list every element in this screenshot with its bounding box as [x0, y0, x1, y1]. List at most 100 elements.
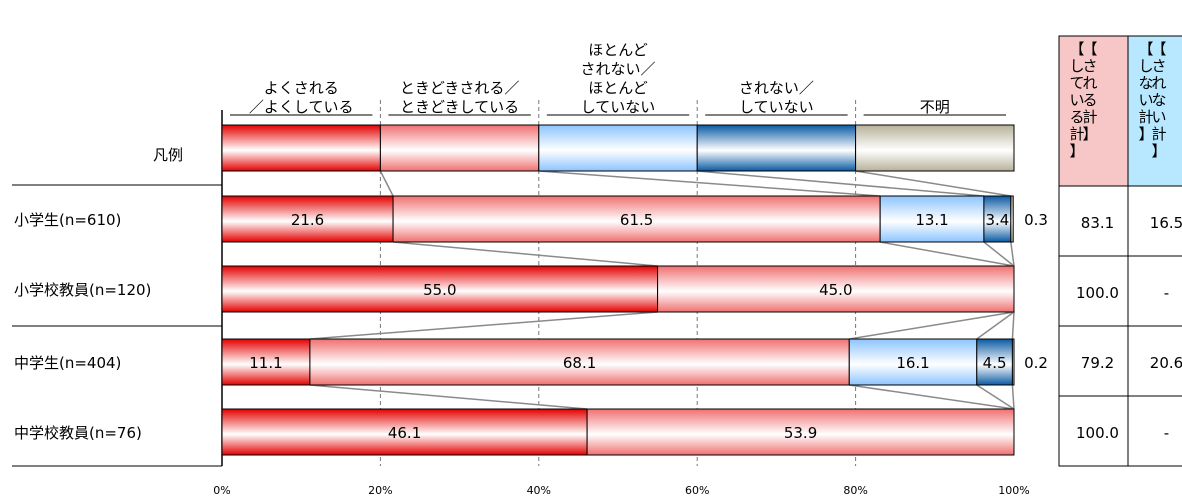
legend-label: されない／ — [580, 60, 655, 78]
connector-line — [538, 170, 881, 197]
summary-header-char: し — [1138, 57, 1153, 75]
legend-label: ときどきされる／ — [400, 79, 520, 97]
bar-segment — [221, 338, 311, 386]
bar-segment — [976, 338, 1013, 386]
summary-value: 100.0 — [1076, 424, 1119, 442]
bar-segment — [586, 408, 1015, 456]
data-label: 13.1 — [915, 211, 948, 229]
data-label: 68.1 — [563, 354, 596, 372]
summary-header-char: 【 — [1069, 40, 1084, 58]
summary-header-char: い — [1138, 91, 1153, 109]
x-tick-label: 0% — [213, 484, 230, 497]
connector-line — [976, 384, 1015, 410]
summary-header-char: 【 — [1082, 40, 1097, 58]
summary-header-char: 】 — [1138, 125, 1153, 143]
summary-header-char: 計 — [1082, 108, 1097, 126]
summary-header-char: 】 — [1069, 142, 1084, 160]
summary-header-char: 【 — [1151, 40, 1166, 58]
connector-line — [393, 241, 658, 267]
connector-line — [1011, 384, 1015, 410]
summary-header-char: 計 — [1151, 125, 1166, 143]
legend-swatch — [696, 124, 857, 172]
x-tick-label: 40% — [527, 484, 551, 497]
connector-line — [697, 170, 984, 197]
data-label: 0.3 — [1024, 211, 1048, 229]
summary-header-char: 】 — [1082, 125, 1097, 143]
data-label: 0.2 — [1024, 354, 1048, 372]
data-label: 55.0 — [423, 281, 456, 299]
legend-swatch — [379, 124, 540, 172]
summary-header-char: な — [1138, 74, 1153, 92]
summary-header-char: な — [1151, 91, 1166, 109]
legend-label: していない — [739, 98, 814, 116]
bar-segment — [221, 408, 588, 456]
connector-line — [1010, 241, 1015, 267]
legend-label: ほとんど — [588, 79, 648, 97]
bar-segment — [221, 265, 659, 313]
summary-value: - — [1164, 284, 1169, 302]
summary-header-char: さ — [1082, 57, 1097, 75]
legend-label: 不明 — [920, 98, 950, 116]
bar-segment — [657, 265, 1015, 313]
data-label: 53.9 — [784, 424, 817, 442]
row-label: 小学生(n=610) — [14, 211, 121, 229]
legend-label: ほとんど — [588, 41, 648, 59]
summary-value: 83.1 — [1081, 214, 1114, 232]
data-label: 4.5 — [983, 354, 1007, 372]
legend-label: ときどきしている — [400, 98, 519, 116]
summary-cell — [1127, 185, 1182, 257]
summary-header-char: い — [1151, 108, 1166, 126]
summary-header-char: れ — [1151, 74, 1166, 92]
legend-label: よくされる — [264, 79, 339, 97]
data-label: 11.1 — [249, 354, 282, 372]
bar-segment — [1011, 338, 1015, 386]
connector-line — [880, 241, 1015, 267]
bar-segment — [879, 195, 985, 243]
legend-swatch — [855, 124, 1015, 172]
data-label: 3.4 — [985, 211, 1009, 229]
summary-header — [1127, 35, 1182, 187]
data-label: 21.6 — [291, 211, 324, 229]
connector-line — [849, 384, 1015, 410]
row-label: 中学校教員(n=76) — [14, 424, 142, 442]
legend-swatch — [538, 124, 698, 172]
summary-header-char: い — [1069, 91, 1084, 109]
legend-label: ／よくしている — [249, 98, 354, 116]
summary-value: 20.6 — [1150, 354, 1182, 372]
connector-line — [309, 311, 658, 340]
summary-cell — [1058, 395, 1129, 467]
connector-line — [983, 241, 1015, 267]
x-tick-label: 60% — [685, 484, 709, 497]
row-label: 小学校教員(n=120) — [14, 281, 151, 299]
summary-cell — [1127, 325, 1182, 397]
connector-line — [379, 170, 394, 197]
connector-line — [976, 311, 1015, 340]
summary-cell — [1127, 255, 1182, 327]
data-label: 46.1 — [388, 424, 421, 442]
x-tick-label: 80% — [843, 484, 867, 497]
connector-line — [849, 311, 1015, 340]
legend-label: されない／ — [739, 79, 814, 97]
legend-swatch — [221, 124, 381, 172]
data-label: 61.5 — [620, 211, 653, 229]
connector-line — [309, 384, 588, 410]
summary-header-char: 計 — [1138, 108, 1153, 126]
summary-header-char: れ — [1082, 74, 1097, 92]
summary-header-char: て — [1069, 74, 1084, 92]
summary-header-char: る — [1082, 91, 1097, 109]
summary-cell — [1127, 395, 1182, 467]
summary-header — [1058, 35, 1129, 187]
summary-header-char: さ — [1151, 57, 1166, 75]
bar-segment — [983, 195, 1012, 243]
bar-segment — [309, 338, 850, 386]
x-tick-label: 20% — [368, 484, 392, 497]
data-label: 45.0 — [819, 281, 852, 299]
bar-segment — [1010, 195, 1014, 243]
summary-value: 100.0 — [1076, 284, 1119, 302]
summary-value: 79.2 — [1081, 354, 1114, 372]
summary-header-char: 計 — [1069, 125, 1084, 143]
legend-label: していない — [581, 98, 656, 116]
row-label: 中学生(n=404) — [14, 354, 121, 372]
summary-value: - — [1164, 424, 1169, 442]
